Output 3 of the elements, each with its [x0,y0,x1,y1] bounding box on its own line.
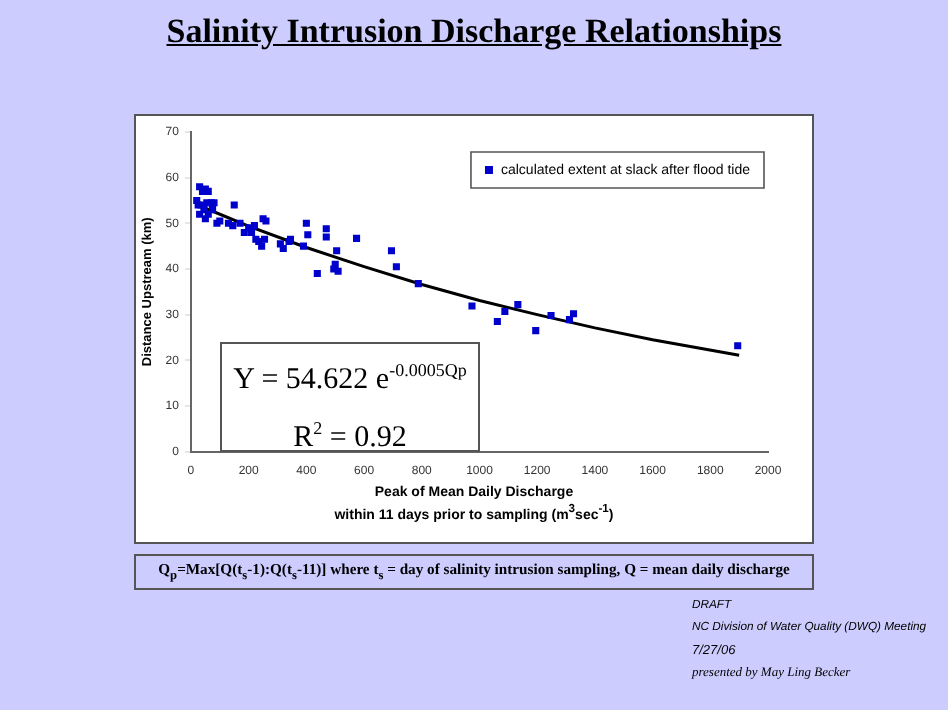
annotation: R$^{2}$ = 0.92 [291,416,409,458]
annotation: Y = 54.622 e$^{-0.0005Qp}$ [231,358,469,400]
chart-title: Salinity Intrusion Discharge Relationships [164,12,784,52]
